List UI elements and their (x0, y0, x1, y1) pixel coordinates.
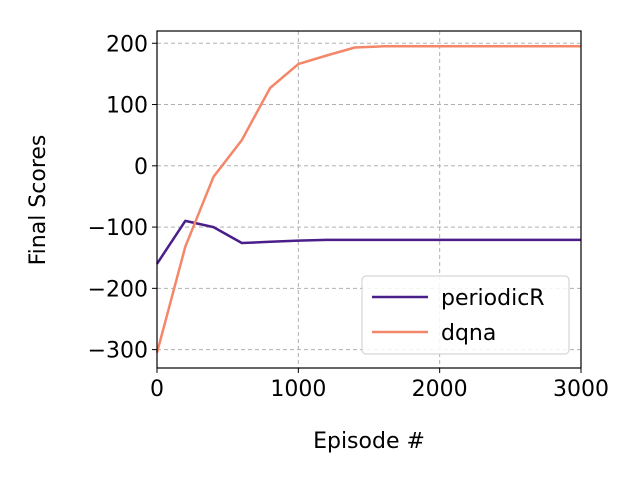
series-line-periodicR (155, 219, 581, 265)
x-tick-label-1: 1000 (270, 377, 326, 402)
legend: periodicR dqna (361, 275, 570, 355)
y-axis-ticks: −300 −200 −100 0 100 200 (88, 32, 157, 364)
y-tick-label-0: −300 (88, 339, 148, 364)
y-tick-label-2: −100 (88, 216, 148, 241)
y-axis-label: Final Scores (26, 135, 51, 266)
legend-label-periodicR: periodicR (441, 286, 545, 311)
x-tick-label-0: 0 (150, 377, 164, 402)
series-lines (155, 45, 581, 354)
y-tick-label-5: 200 (106, 32, 148, 57)
x-tick-label-2: 2000 (412, 377, 468, 402)
y-tick-label-3: 0 (134, 155, 148, 180)
y-tick-label-4: 100 (106, 94, 148, 119)
axes-frame (156, 30, 582, 369)
x-tick-label-3: 3000 (553, 377, 609, 402)
x-axis-label: Episode # (313, 429, 425, 454)
y-tick-label-1: −200 (88, 277, 148, 302)
legend-box (361, 275, 570, 355)
x-axis-ticks: 0 1000 2000 3000 (150, 368, 609, 402)
plot-frame (156, 30, 582, 369)
series-line-dqna (155, 45, 581, 354)
legend-label-dqna: dqna (441, 321, 496, 346)
